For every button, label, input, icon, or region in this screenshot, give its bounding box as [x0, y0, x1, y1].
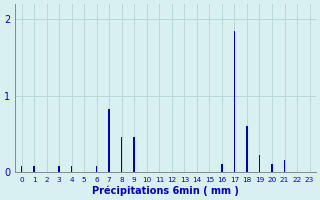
Bar — [96, 166, 97, 172]
Bar — [271, 164, 273, 172]
Bar — [259, 155, 260, 172]
X-axis label: Précipitations 6min ( mm ): Précipitations 6min ( mm ) — [92, 185, 239, 196]
Bar — [284, 160, 285, 172]
Bar — [121, 137, 123, 172]
Bar — [33, 166, 35, 172]
Bar — [58, 166, 60, 172]
Bar — [71, 166, 72, 172]
Bar — [234, 31, 235, 172]
Bar — [221, 164, 223, 172]
Bar — [246, 126, 248, 172]
Bar — [21, 166, 22, 172]
Bar — [108, 109, 110, 172]
Bar — [133, 137, 135, 172]
